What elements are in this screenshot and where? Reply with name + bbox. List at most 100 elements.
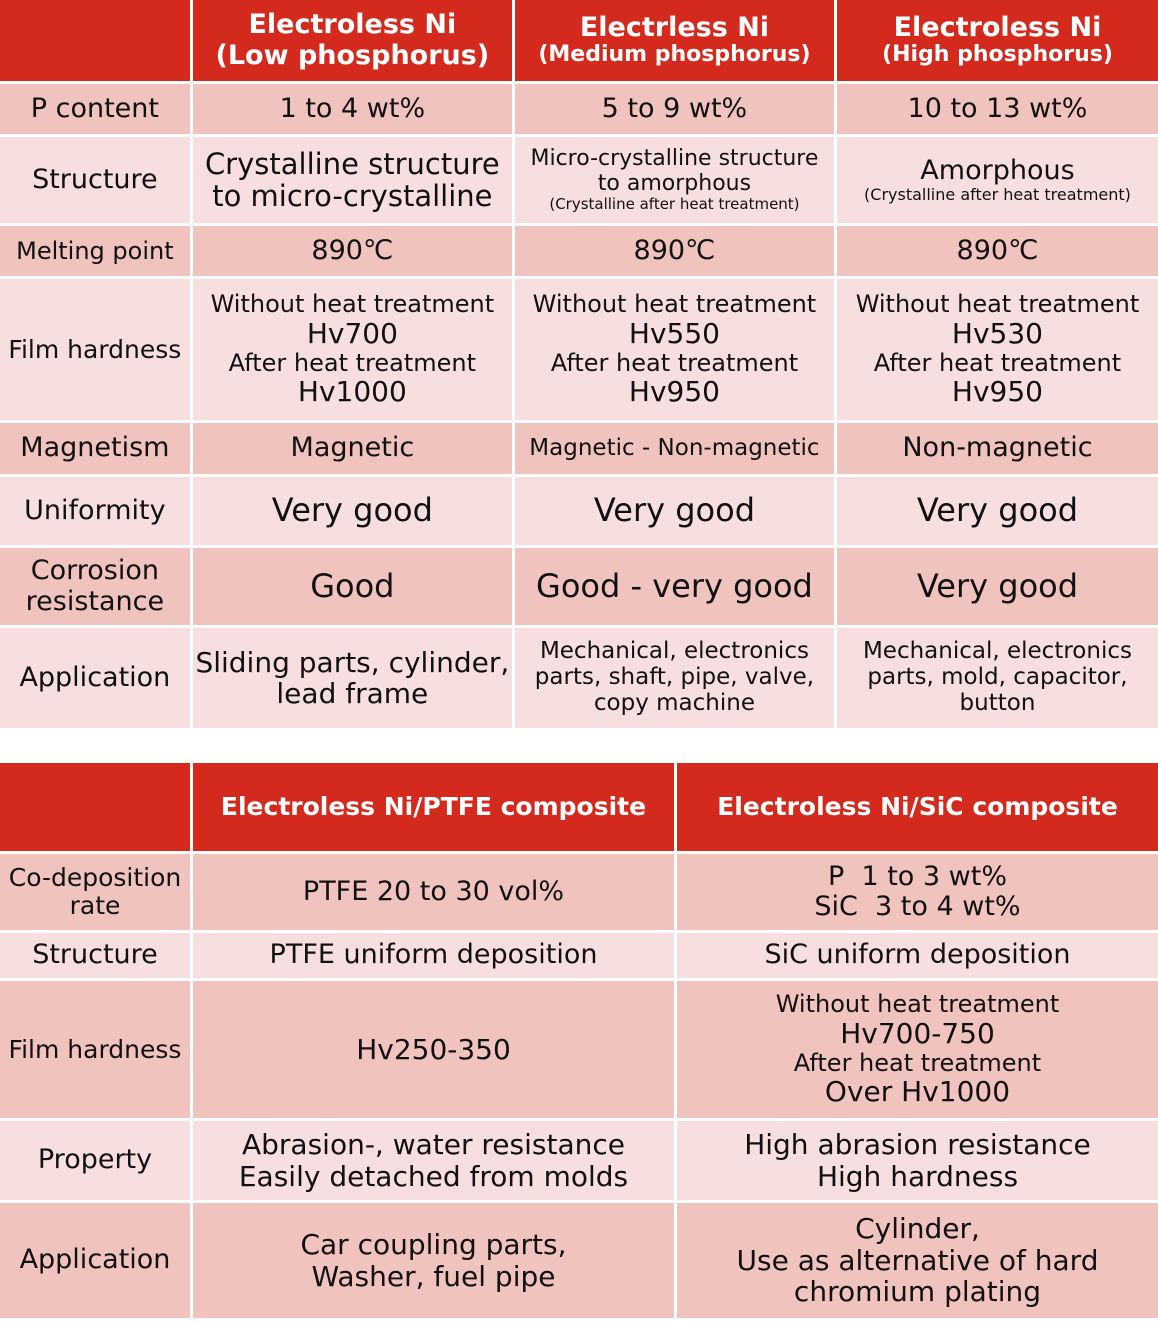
- row-label-line1: Co-deposition: [8, 863, 182, 892]
- table-cell: Mechanical, electronics parts, shaft, pi…: [514, 628, 834, 728]
- table-row-structure: Structure PTFE uniform deposition SiC un…: [0, 933, 1158, 978]
- header-line2: (Medium phosphorus): [538, 42, 811, 68]
- cell-line: Micro-crystalline structure: [530, 145, 819, 171]
- row-label: Magnetism: [0, 423, 190, 474]
- header-ptfe-composite: Electroless Ni/PTFE composite: [193, 763, 674, 851]
- cell-line: Sliding parts, cylinder,: [195, 645, 510, 679]
- cell-line: parts, mold, capacitor,: [867, 664, 1128, 691]
- table-cell: Mechanical, electronics parts, mold, cap…: [836, 628, 1158, 728]
- table-cell: Sliding parts, cylinder, lead frame: [192, 628, 512, 728]
- cell-line: P 1 to 3 wt%: [828, 860, 1007, 892]
- table-row-p-content: P content 1 to 4 wt% 5 to 9 wt% 10 to 13…: [0, 84, 1158, 134]
- table-cell: Good - very good: [514, 548, 834, 625]
- table-row-corrosion-resistance: Corrosion resistance Good Good - very go…: [0, 548, 1158, 625]
- row-label: Film hardness: [0, 981, 190, 1118]
- table-cell: SiC uniform deposition: [677, 933, 1158, 978]
- cell-line: After heat treatment: [873, 348, 1122, 377]
- table-header-row: Electroless Ni/PTFE composite Electroles…: [0, 763, 1158, 851]
- row-label: Application: [0, 628, 190, 728]
- header-high-phosphorus: Electroless Ni (High phosphorus): [836, 0, 1158, 81]
- table-cell: Very good: [836, 477, 1158, 545]
- cell-line: Amorphous: [920, 154, 1075, 186]
- cell-line: Crystalline structure: [204, 146, 500, 181]
- row-label: Structure: [0, 137, 190, 223]
- cell-line: Use as alternative of hard: [736, 1243, 1099, 1277]
- row-label-line1: Corrosion: [30, 555, 159, 587]
- cell-line: to micro-crystalline: [212, 179, 493, 213]
- table-electroless-ni: Electroless Ni (Low phosphorus) Electrle…: [0, 0, 1158, 728]
- table-row-structure: Structure Crystalline structure to micro…: [0, 137, 1158, 223]
- table-cell: Non-magnetic: [836, 423, 1158, 474]
- header-sic-composite: Electroless Ni/SiC composite: [677, 763, 1158, 851]
- cell-line: SiC 3 to 4 wt%: [814, 891, 1021, 922]
- table-cell: Cylinder, Use as alternative of hard chr…: [677, 1203, 1158, 1318]
- table-cell: 1 to 4 wt%: [192, 84, 512, 134]
- table-cell: Very good: [514, 477, 834, 545]
- row-label-line2: resistance: [25, 585, 165, 617]
- cell-line: Without heat treatment: [855, 290, 1140, 319]
- table-cell: Hv250-350: [193, 981, 674, 1118]
- table-composite: Electroless Ni/PTFE composite Electroles…: [0, 760, 1158, 1321]
- row-label: Application: [0, 1203, 190, 1318]
- header-empty-cell: [0, 763, 190, 851]
- table-header-row: Electroless Ni (Low phosphorus) Electrle…: [0, 0, 1158, 81]
- cell-note: (Crystalline after heat treatment): [864, 185, 1131, 205]
- cell-line: Easily detached from molds: [238, 1159, 629, 1193]
- table-cell: PTFE 20 to 30 vol%: [193, 854, 674, 930]
- table-row-melting-point: Melting point 890℃ 890℃ 890℃: [0, 226, 1158, 276]
- row-label: Corrosion resistance: [0, 548, 190, 625]
- cell-line: parts, shaft, pipe, valve,: [534, 664, 815, 691]
- cell-line: Car coupling parts,: [300, 1228, 567, 1262]
- table-row-codeposition-rate: Co-deposition rate PTFE 20 to 30 vol% P …: [0, 854, 1158, 930]
- table-cell: 10 to 13 wt%: [836, 84, 1158, 134]
- table-cell: Micro-crystalline structure to amorphous…: [514, 137, 834, 223]
- cell-line: lead frame: [276, 677, 429, 710]
- cell-line: Hv530: [951, 317, 1043, 351]
- cell-line: Hv700-750: [840, 1017, 995, 1051]
- cell-line: After heat treatment: [228, 348, 477, 377]
- cell-line: button: [959, 689, 1036, 716]
- cell-line: Without heat treatment: [532, 290, 817, 319]
- table-cell: P 1 to 3 wt% SiC 3 to 4 wt%: [677, 854, 1158, 930]
- cell-line: High hardness: [816, 1159, 1019, 1193]
- table-cell: PTFE uniform deposition: [193, 933, 674, 978]
- table-cell: 5 to 9 wt%: [514, 84, 834, 134]
- row-label: Co-deposition rate: [0, 854, 190, 930]
- row-label: Uniformity: [0, 477, 190, 545]
- cell-line: Cylinder,: [855, 1212, 980, 1246]
- table-cell: Crystalline structure to micro-crystalli…: [192, 137, 512, 223]
- table-cell: Without heat treatment Hv700-750 After h…: [677, 981, 1158, 1118]
- cell-line: Washer, fuel pipe: [311, 1259, 556, 1293]
- table-cell: Amorphous (Crystalline after heat treatm…: [836, 137, 1158, 223]
- cell-line: Mechanical, electronics: [539, 638, 809, 665]
- table-cell: Good: [192, 548, 512, 625]
- table-row-property: Property Abrasion-, water resistance Eas…: [0, 1121, 1158, 1200]
- table-cell: 890℃: [514, 226, 834, 276]
- cell-line: Over Hv1000: [824, 1075, 1011, 1109]
- header-line2: (Low phosphorus): [215, 39, 490, 71]
- cell-line: After heat treatment: [793, 1048, 1042, 1077]
- table-cell: High abrasion resistance High hardness: [677, 1121, 1158, 1200]
- table-row-film-hardness: Film hardness Without heat treatment Hv7…: [0, 279, 1158, 420]
- cell-note: (Crystalline after heat treatment): [549, 195, 800, 214]
- header-low-phosphorus: Electroless Ni (Low phosphorus): [192, 0, 512, 81]
- row-label: Property: [0, 1121, 190, 1200]
- cell-line: High abrasion resistance: [744, 1128, 1091, 1162]
- row-label: Film hardness: [0, 279, 190, 420]
- cell-line: Hv700: [306, 317, 398, 351]
- cell-line: chromium plating: [793, 1275, 1042, 1309]
- cell-line: copy machine: [593, 689, 755, 716]
- table-cell: 890℃: [192, 226, 512, 276]
- table-cell: Without heat treatment Hv530 After heat …: [836, 279, 1158, 420]
- cell-line: Abrasion-, water resistance: [241, 1128, 625, 1162]
- table-row-uniformity: Uniformity Very good Very good Very good: [0, 477, 1158, 545]
- cell-line: After heat treatment: [550, 348, 799, 377]
- row-label: P content: [0, 84, 190, 134]
- table-cell: Without heat treatment Hv700 After heat …: [192, 279, 512, 420]
- cell-line: Hv950: [628, 375, 720, 409]
- table-cell: 890℃: [836, 226, 1158, 276]
- row-label: Structure: [0, 933, 190, 978]
- table-cell: Car coupling parts, Washer, fuel pipe: [193, 1203, 674, 1318]
- table-cell: Magnetic: [192, 423, 512, 474]
- header-empty-cell: [0, 0, 190, 81]
